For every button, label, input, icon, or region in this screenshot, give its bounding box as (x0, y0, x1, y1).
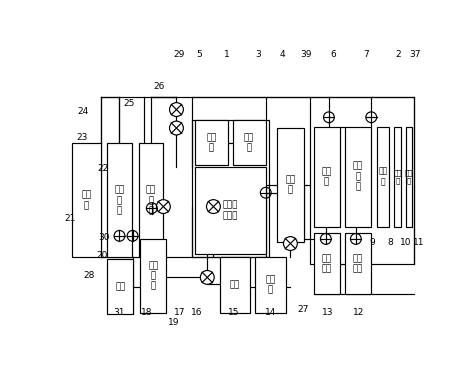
Text: 18: 18 (142, 308, 153, 318)
Text: 20: 20 (97, 251, 108, 260)
Text: 进气
口一: 进气 口一 (322, 254, 332, 273)
Text: 散热
器
一: 散热 器 一 (146, 186, 156, 215)
Circle shape (157, 200, 170, 214)
Text: 1: 1 (225, 50, 230, 59)
Bar (107, 144, 132, 257)
Bar (310, 97, 414, 264)
Bar (314, 233, 340, 294)
Text: 2: 2 (396, 50, 401, 59)
Text: 冷凝
器: 冷凝 器 (285, 175, 295, 195)
Text: 6: 6 (331, 50, 336, 59)
Bar (219, 257, 250, 313)
Circle shape (200, 270, 214, 284)
Text: 10: 10 (400, 237, 411, 246)
Text: 29: 29 (174, 50, 185, 59)
Text: 39: 39 (300, 50, 312, 59)
Circle shape (283, 237, 297, 251)
Bar (255, 257, 286, 313)
Text: 15: 15 (228, 308, 239, 318)
Text: 31: 31 (114, 308, 125, 318)
Text: 发电
机: 发电 机 (244, 133, 254, 152)
Circle shape (170, 121, 184, 135)
Text: 16: 16 (191, 308, 202, 318)
Text: 水泵: 水泵 (230, 280, 240, 289)
Bar (140, 239, 166, 313)
Text: 风扇: 风扇 (115, 282, 125, 291)
Text: 28: 28 (83, 272, 94, 280)
Text: 30: 30 (98, 233, 110, 242)
Bar (345, 233, 371, 294)
Bar (233, 120, 266, 165)
Text: 23: 23 (77, 133, 88, 142)
Bar (394, 126, 401, 227)
Bar (345, 126, 371, 227)
Text: 9: 9 (369, 237, 375, 246)
Text: 3: 3 (255, 50, 261, 59)
Text: 5: 5 (197, 50, 202, 59)
Text: 冷却
箱: 冷却 箱 (265, 275, 275, 295)
Text: 24: 24 (77, 107, 88, 116)
Text: 12: 12 (352, 308, 364, 318)
Text: 电池
包: 电池 包 (81, 191, 91, 210)
Text: 蒸发
器: 蒸发 器 (322, 167, 332, 186)
Bar (107, 259, 133, 315)
Text: 13: 13 (322, 308, 333, 318)
Text: 8: 8 (388, 237, 393, 246)
Text: 27: 27 (297, 305, 308, 314)
Text: 鼓风
扇: 鼓风 扇 (378, 167, 387, 186)
Text: 25: 25 (123, 99, 134, 108)
Text: 滤清
器: 滤清 器 (405, 169, 413, 184)
Bar (72, 144, 101, 257)
Text: 37: 37 (410, 50, 421, 59)
Text: 发动机
控制器: 发动机 控制器 (223, 201, 238, 220)
Bar (192, 120, 269, 257)
Text: 散热
器
二: 散热 器 二 (114, 186, 124, 215)
Text: 22: 22 (97, 163, 108, 172)
Bar (195, 120, 228, 165)
Text: 21: 21 (64, 214, 76, 223)
Text: 进气
口二: 进气 口二 (353, 254, 363, 273)
Circle shape (170, 102, 184, 116)
Text: 4: 4 (280, 50, 286, 59)
Bar (276, 128, 304, 242)
Text: 混合
器: 混合 器 (393, 169, 402, 184)
Text: 17: 17 (174, 308, 185, 318)
Text: 19: 19 (168, 318, 179, 327)
Bar (314, 126, 340, 227)
Text: 暖气
芯
二: 暖气 芯 二 (148, 261, 158, 291)
Text: 发动
机: 发动 机 (206, 133, 217, 152)
Text: 14: 14 (265, 308, 276, 318)
Text: 7: 7 (363, 50, 369, 59)
Bar (377, 126, 389, 227)
Bar (195, 166, 266, 254)
Text: 26: 26 (154, 82, 165, 91)
Bar (139, 144, 164, 257)
Circle shape (206, 200, 220, 214)
Text: 11: 11 (412, 237, 424, 246)
Bar (406, 126, 412, 227)
Text: 暖气
芯
二: 暖气 芯 二 (353, 162, 363, 191)
